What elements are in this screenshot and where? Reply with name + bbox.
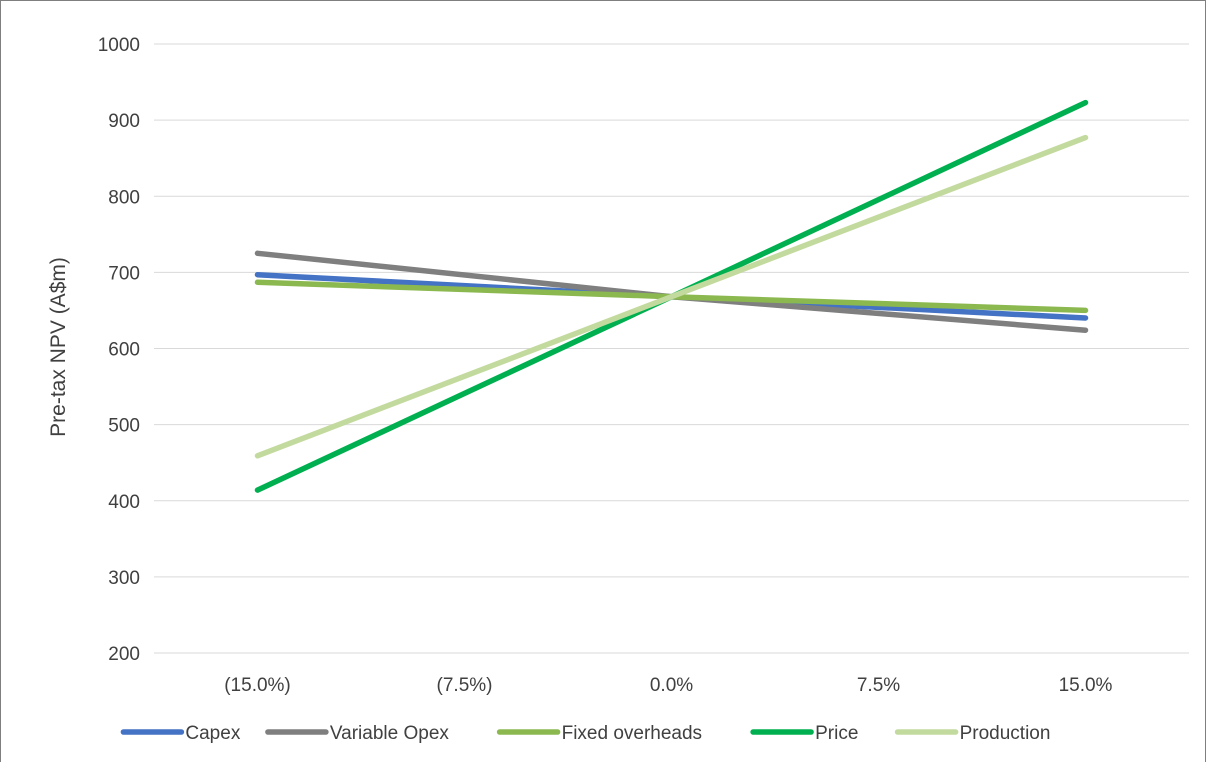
x-tick-label: (15.0%) (224, 675, 291, 696)
legend-label-production: Production (960, 723, 1051, 744)
y-tick-label: 700 (108, 263, 140, 284)
x-tick-label: (7.5%) (437, 675, 493, 696)
x-tick-label: 0.0% (650, 675, 693, 696)
legend: Capex Variable Opex Fixed overheads Price Pr… (120, 723, 1051, 744)
x-tick-label: 15.0% (1059, 675, 1113, 696)
series-lines (254, 99, 1089, 493)
y-tick-label: 600 (108, 340, 140, 361)
x-tick-label: 7.5% (857, 675, 900, 696)
series-line-production (254, 134, 1089, 459)
series-line-variable-opex (254, 250, 1089, 333)
y-tick-label: 800 (108, 187, 140, 208)
legend-label-variable-opex: Variable Opex (330, 723, 449, 744)
x-axis-tick-labels: (15.0%) (7.5%) 0.0% 7.5% 15.0% (224, 675, 1112, 696)
y-tick-label: 400 (108, 492, 140, 513)
gridlines (154, 43, 1189, 654)
legend-label-price: Price (815, 723, 858, 744)
legend-label-fixed-overheads: Fixed overheads (562, 723, 702, 744)
y-tick-label: 1000 (98, 35, 140, 56)
y-tick-label: 200 (108, 644, 140, 665)
y-tick-label: 500 (108, 416, 140, 437)
y-axis-title: Pre-tax NPV (A$m) (47, 257, 70, 437)
y-tick-label: 300 (108, 568, 140, 589)
y-axis-tick-labels: 200 300 400 500 600 700 800 900 1000 (98, 35, 140, 665)
legend-label-capex: Capex (185, 723, 240, 744)
y-tick-label: 900 (108, 111, 140, 132)
